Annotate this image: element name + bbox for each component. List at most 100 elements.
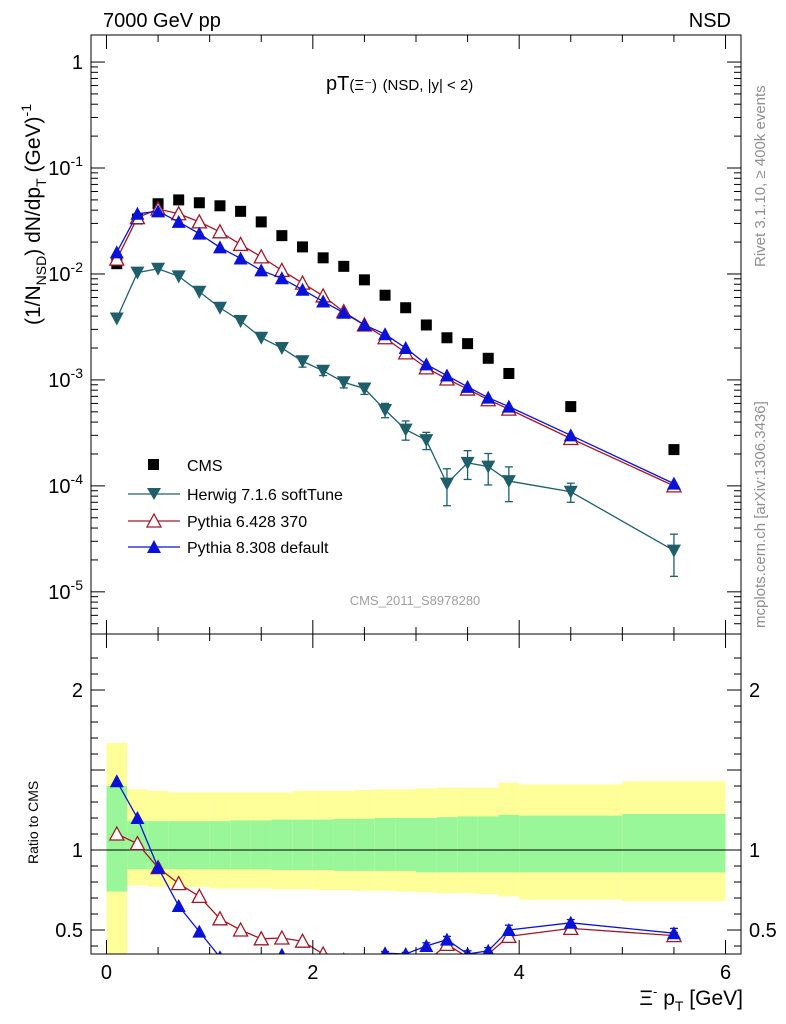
ratio-point-pythia6 [357,958,371,971]
ratio-xtick-label: 6 [720,962,731,984]
ratio-ytick-label-right: 1 [749,840,760,862]
data-point-cms [462,338,474,350]
data-point-pythia8 [419,357,434,371]
data-point-herwig [460,456,475,470]
data-point-herwig [357,382,372,396]
ratio-point-pythia6 [342,952,345,954]
ratio-plot-frame [90,633,742,955]
data-point-herwig [130,266,145,280]
ratio-point-pythia6 [170,875,187,891]
ytick-exponent: -3 [71,365,84,381]
band-inner-bin [436,817,458,873]
band-inner-bin [333,818,355,871]
analysis-watermark: CMS_2011_S8978280 [350,593,481,608]
main-ytick-label: 10-1 [48,153,83,180]
plot-title-particle: (Ξ⁻) [349,77,377,94]
legend: CMS Herwig 7.1.6 softTune Pythia 6.428 3… [128,458,343,557]
ratio-point-pythia6 [273,929,290,945]
main-ytick-label: 10-3 [48,365,83,392]
legend-label-herwig: Herwig 7.1.6 softTune [187,487,343,504]
band-inner-bin [250,820,272,870]
band-inner-bin [209,821,231,870]
data-point-pythia8 [130,206,145,220]
data-point-pythia8 [357,317,372,331]
legend-label-pythia6: Pythia 6.428 370 [187,514,307,531]
mcplots-label: mcplots.cern.ch [arXiv:1306.3436] [752,401,769,628]
data-point-cms [235,205,247,217]
data-point-herwig [212,301,227,315]
data-point-herwig [398,423,413,437]
ratio-point-herwig [151,966,165,979]
series-herwig [109,262,681,578]
series-pythia6 [108,200,683,493]
ytick-base: 10 [48,582,70,604]
data-point-pythia6 [211,223,229,239]
ratio-point-pythia6 [253,930,270,946]
ratio-point-pythia8 [419,939,434,952]
ratio-point-herwig [564,979,578,992]
ratio-point-pythia8 [109,774,124,788]
data-point-pythia8 [481,390,496,404]
band-inner-bin [189,821,210,870]
main-ytick-label: 10-4 [48,471,83,498]
legend-marker-cms [148,459,159,470]
legend-marker-pythia6 [145,512,163,528]
ratio-series-herwig [110,954,681,1010]
ratio-ytick-label-left: 1 [72,840,83,862]
ratio-point-pythia6 [232,921,249,937]
ratio-point-herwig [461,992,475,1005]
band-inner-bin [168,821,190,870]
data-point-herwig [171,270,186,284]
data-point-herwig [295,355,310,369]
header-left: 7000 GeV pp [103,10,221,32]
data-point-pythia8 [295,282,310,296]
ratio-point-pythia8 [563,915,578,929]
ratio-point-pythia8 [380,946,390,954]
data-point-cms [338,260,350,272]
ratio-point-herwig [254,991,268,1004]
main-ytick-label: 10-2 [48,259,83,286]
data-point-cms [255,216,267,228]
ratio-point-pythia6 [378,957,392,970]
series-line-pythia8 [116,210,675,485]
data-point-herwig [336,376,351,390]
ratio-point-herwig [419,991,433,1004]
band-inner-bin [230,820,251,870]
data-point-pythia8 [563,428,578,442]
legend-entry-pythia8: Pythia 8.308 default [128,540,329,557]
data-point-herwig [481,460,496,474]
ytick-base: 10 [48,476,70,498]
band-inner-bin [312,819,334,870]
data-point-pythia8 [316,294,331,308]
data-point-herwig [151,262,166,276]
ratio-point-herwig [234,989,248,1002]
band-inner-bin [395,818,416,871]
data-point-cms [565,401,577,413]
main-plot-series [108,194,683,578]
ratio-xtick-label: 2 [307,962,318,984]
data-point-pythia8 [151,204,166,218]
data-point-cms [441,332,453,344]
ratio-series-pythia8 [109,774,681,968]
legend-marker-pythia8 [147,540,161,553]
ratio-point-herwig [172,974,186,987]
data-point-herwig [501,475,516,489]
ratio-point-pythia8 [130,811,145,824]
data-point-pythia8 [336,305,351,319]
band-inner-bin [292,819,313,870]
main-ytick-label: 1 [72,52,83,74]
ratio-point-herwig [357,989,371,1002]
ytick-base: 10 [48,370,70,392]
band-inner-bin [498,814,520,873]
ratio-uncertainty-bands [106,742,726,954]
data-point-cms [297,241,309,253]
ratio-point-pythia8 [254,955,268,968]
data-point-herwig [192,285,207,299]
ratio-line-herwig [117,960,674,1003]
band-inner-bin [477,816,499,873]
ratio-point-herwig [378,991,392,1004]
ratio-point-herwig [192,981,206,994]
data-point-pythia8 [666,476,681,490]
plot-title: pT(Ξ⁻) (NSD, |y| < 2) [326,73,473,95]
data-point-cms [193,197,205,209]
